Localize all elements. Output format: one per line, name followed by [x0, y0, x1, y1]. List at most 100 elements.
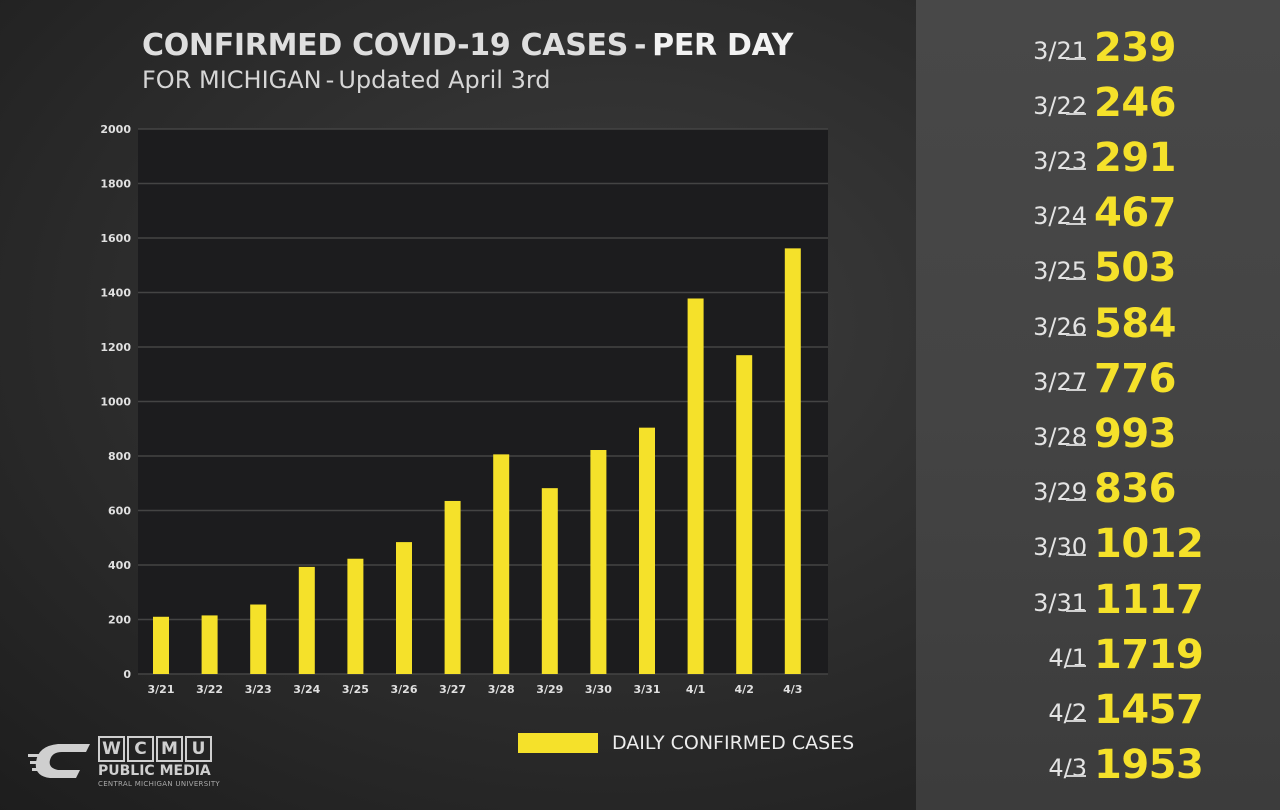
daily-value-row: 3/21 239	[916, 17, 1280, 71]
subtitle-updated: Updated April 3rd	[338, 66, 551, 94]
daily-value-row: 3/25 503	[916, 237, 1280, 291]
bars	[153, 248, 801, 675]
daily-value-row: 3/31 1117	[916, 569, 1280, 623]
x-tick-label: 3/22	[196, 683, 223, 696]
row-value: 776	[1094, 356, 1177, 402]
subtitle-region: FOR MICHIGAN	[142, 66, 322, 94]
row-leader	[1066, 444, 1086, 446]
row-value: 291	[1094, 135, 1177, 181]
row-value: 467	[1094, 190, 1177, 236]
daily-value-row: 4/1 1719	[916, 624, 1280, 678]
y-tick-label: 600	[108, 505, 131, 518]
row-leader	[1066, 775, 1086, 777]
y-axis-ticks: 0 200 400 600 800 1000 1200 1400 1600 1800 2000	[100, 123, 131, 681]
row-value: 1457	[1094, 687, 1204, 733]
row-leader	[1066, 113, 1086, 115]
row-date: 3/23	[1033, 147, 1087, 175]
subtitle-separator: -	[325, 66, 335, 94]
x-tick-label: 3/21	[148, 683, 175, 696]
row-date: 3/24	[1033, 202, 1087, 230]
bar-3-25	[347, 558, 364, 674]
daily-value-row: 3/24 467	[916, 182, 1280, 236]
logo-public-media: PUBLIC MEDIA	[98, 763, 211, 779]
logo-letters: W C M U	[98, 736, 212, 762]
y-tick-label: 2000	[100, 123, 131, 136]
row-date: 3/21	[1033, 37, 1087, 65]
y-tick-label: 200	[108, 614, 131, 627]
daily-value-row: 3/27 776	[916, 348, 1280, 402]
row-date: 4/2	[1048, 699, 1087, 727]
legend-label: DAILY CONFIRMED CASES	[612, 732, 855, 754]
bar-3-31	[639, 427, 655, 674]
row-leader	[1066, 58, 1086, 60]
x-tick-label: 3/27	[439, 683, 466, 696]
row-leader	[1066, 554, 1086, 556]
bar-3-23	[250, 604, 267, 674]
row-date: 3/26	[1033, 313, 1087, 341]
x-tick-label: 3/30	[585, 683, 612, 696]
wcmu-logo: W C M U PUBLIC MEDIA CENTRAL MICHIGAN UN…	[28, 736, 228, 792]
bar-3-27	[444, 500, 461, 674]
bar-4-1	[687, 298, 704, 674]
row-value: 246	[1094, 80, 1177, 126]
logo-letter: M	[156, 736, 183, 762]
row-leader	[1066, 720, 1086, 722]
daily-value-row: 4/3 1953	[916, 734, 1280, 788]
row-value: 993	[1094, 411, 1177, 457]
legend: DAILY CONFIRMED CASES	[518, 732, 854, 754]
logo-letter: W	[98, 736, 125, 762]
daily-value-row: 3/30 1012	[916, 513, 1280, 567]
row-leader	[1066, 168, 1086, 170]
row-date: 4/1	[1048, 644, 1087, 672]
row-date: 3/22	[1033, 92, 1087, 120]
logo-letter: U	[185, 736, 212, 762]
y-tick-label: 1200	[100, 341, 131, 354]
row-date: 3/28	[1033, 423, 1087, 451]
row-value: 239	[1094, 25, 1177, 71]
row-value: 503	[1094, 245, 1177, 291]
daily-value-row: 3/22 246	[916, 72, 1280, 126]
row-date: 3/30	[1033, 533, 1087, 561]
x-tick-label: 3/25	[342, 683, 369, 696]
title-main: CONFIRMED COVID-19 CASES	[142, 28, 629, 63]
row-value: 1953	[1094, 742, 1204, 788]
y-tick-label: 1600	[100, 232, 131, 245]
cmu-c-logo-icon	[28, 744, 90, 778]
chart-subtitle: FOR MICHIGAN - Updated April 3rd	[142, 66, 551, 94]
row-date: 3/31	[1033, 589, 1087, 617]
y-tick-label: 1800	[100, 178, 131, 191]
daily-value-row: 3/29 836	[916, 458, 1280, 512]
daily-value-row: 4/2 1457	[916, 679, 1280, 733]
x-tick-label: 3/31	[634, 683, 661, 696]
x-axis-ticks: 3/21 3/22 3/23 3/24 3/25 3/26 3/27 3/28 3/29 3/30…	[148, 683, 803, 696]
bar-3-21	[153, 616, 169, 674]
y-tick-label: 1000	[100, 396, 131, 409]
bar-3-28	[493, 454, 510, 674]
x-tick-label: 4/3	[783, 683, 802, 696]
x-tick-label: 3/23	[245, 683, 272, 696]
row-date: 4/3	[1048, 754, 1087, 782]
daily-value-row: 3/23 291	[916, 127, 1280, 181]
bar-3-29	[541, 488, 558, 674]
title-emphasis: PER DAY	[652, 28, 794, 63]
row-leader	[1066, 610, 1086, 612]
logo-letter: C	[127, 736, 154, 762]
legend-swatch	[518, 733, 598, 753]
row-leader	[1066, 334, 1086, 336]
daily-value-row: 3/28 993	[916, 403, 1280, 457]
daily-values-panel: 3/21 239 3/22 246 3/23 291 3/24 467 3/25…	[916, 0, 1280, 810]
y-tick-label: 400	[108, 559, 131, 572]
daily-value-row: 3/26 584	[916, 293, 1280, 347]
x-tick-label: 3/26	[391, 683, 418, 696]
bar-chart: 0 200 400 600 800 1000 1200 1400 1600 1800 2000 3/…	[100, 123, 828, 696]
row-leader	[1066, 278, 1086, 280]
row-value: 584	[1094, 301, 1177, 347]
row-date: 3/27	[1033, 368, 1087, 396]
bar-4-3	[784, 248, 801, 675]
x-tick-label: 3/28	[488, 683, 515, 696]
row-value: 1012	[1094, 521, 1204, 567]
title-separator: -	[634, 28, 647, 63]
bar-3-26	[396, 542, 412, 674]
row-leader	[1066, 499, 1086, 501]
